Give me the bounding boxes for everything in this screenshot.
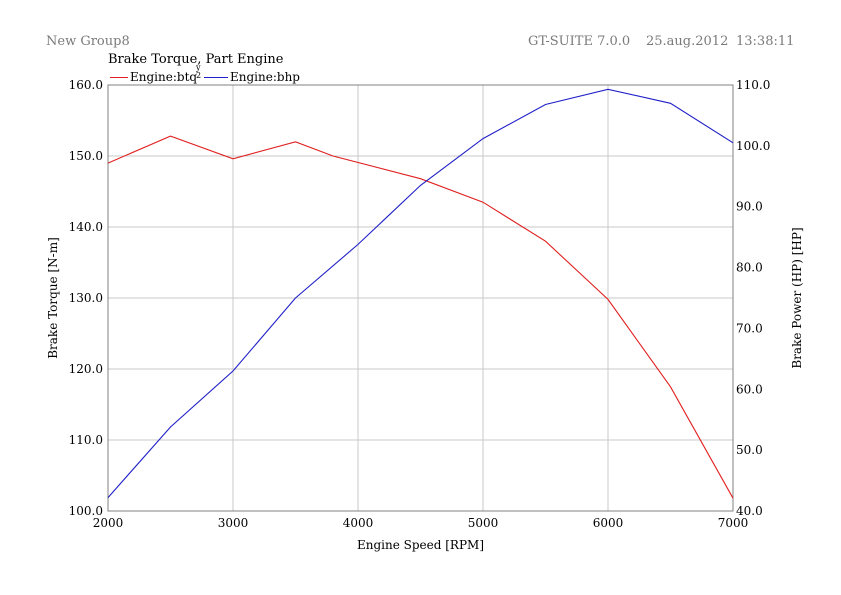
y-tick-label: 100.0 xyxy=(69,504,103,518)
y2-tick-label: 70.0 xyxy=(736,321,763,335)
y2-tick-label: 50.0 xyxy=(736,443,763,457)
y2-tick-label: 100.0 xyxy=(736,139,770,153)
y-tick-label: 110.0 xyxy=(69,433,103,447)
header-software-version: GT-SUITE 7.0.0 xyxy=(528,34,631,49)
grid-lines xyxy=(107,84,734,512)
x-tick-label: 3000 xyxy=(218,516,249,530)
y2-tick-label: 90.0 xyxy=(736,200,763,214)
legend-label-power: Engine:bhp xyxy=(230,70,300,84)
plot-frame xyxy=(107,84,734,512)
series-lines xyxy=(107,88,734,499)
x-tick-label: 7000 xyxy=(718,516,749,530)
legend-swatch-power xyxy=(204,77,228,78)
legend-separator: y 2 xyxy=(196,63,202,80)
y2-tick-label: 60.0 xyxy=(736,382,763,396)
legend-label-torque: Engine:btq xyxy=(130,70,198,84)
y2-axis-ticks: 40.0 50.0 60.0 70.0 80.0 90.0 100.0 110.0 xyxy=(736,78,770,518)
y2-tick-label: 80.0 xyxy=(736,261,763,275)
x-axis-label: Engine Speed [RPM] xyxy=(357,538,484,552)
y-tick-label: 130.0 xyxy=(69,291,103,305)
y-axis-ticks: 100.0 110.0 120.0 130.0 140.0 150.0 160.0 xyxy=(69,78,103,518)
y-tick-label: 140.0 xyxy=(69,220,103,234)
y-axis-label: Brake Torque [N-m] xyxy=(46,237,60,359)
x-axis-ticks: 2000 3000 4000 5000 6000 7000 xyxy=(93,516,749,530)
y-tick-label: 120.0 xyxy=(69,362,103,376)
y2-axis-label: Brake Power (HP) [HP] xyxy=(790,227,804,368)
series-line-power xyxy=(107,88,734,498)
x-tick-label: 6000 xyxy=(593,516,624,530)
legend-swatch-torque xyxy=(110,77,128,78)
header-date: 25.aug.2012 xyxy=(646,34,729,49)
chart-title: Brake Torque, Part Engine xyxy=(108,52,284,67)
header-group-name: New Group8 xyxy=(46,34,130,49)
series-line-torque xyxy=(107,135,734,499)
x-tick-label: 4000 xyxy=(343,516,374,530)
x-tick-label: 5000 xyxy=(468,516,499,530)
y-tick-label: 160.0 xyxy=(69,78,103,92)
y-tick-label: 150.0 xyxy=(69,149,103,163)
x-tick-label: 2000 xyxy=(93,516,124,530)
header-time: 13:38:11 xyxy=(736,34,795,49)
y2-tick-label: 40.0 xyxy=(736,504,763,518)
y2-tick-label: 110.0 xyxy=(736,78,770,92)
